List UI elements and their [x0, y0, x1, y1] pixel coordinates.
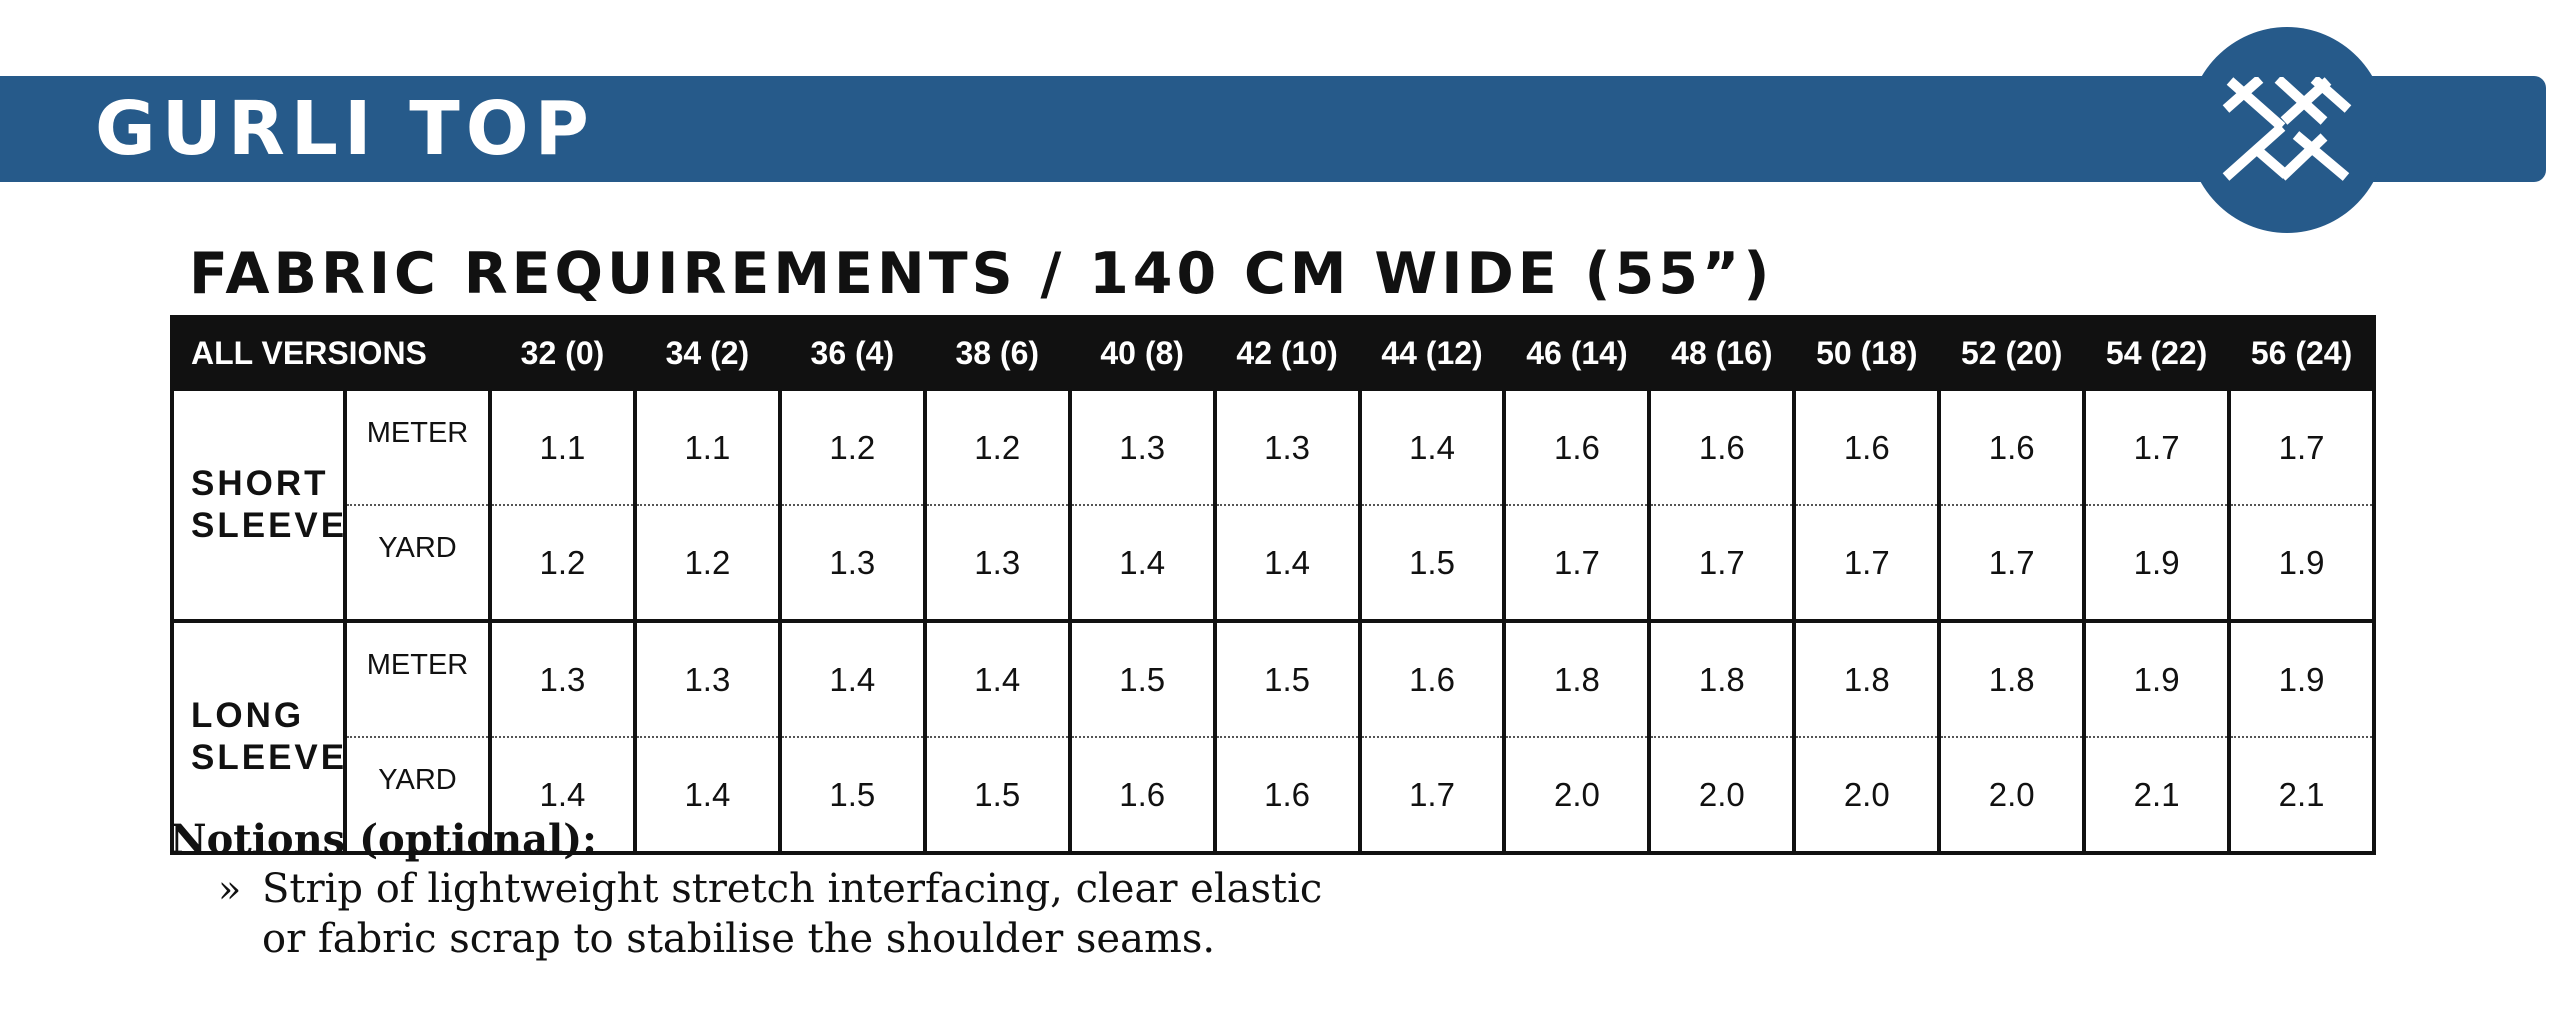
all-versions-header: ALL VERSIONS [169, 315, 493, 391]
table-cell: 1.8 [1647, 619, 1797, 738]
size-header: 34 (2) [632, 315, 782, 391]
table-cell: 1.6 [1502, 387, 1652, 506]
table-cell: 1.1 [632, 387, 782, 506]
crossed-stitches-logo-icon [2222, 77, 2352, 181]
table-cell: 1.3 [922, 504, 1072, 623]
table-cell: 1.4 [1067, 504, 1217, 623]
notions-list: » Strip of lightweight stretch interfaci… [170, 864, 1522, 964]
table-cell: 1.6 [1212, 736, 1362, 855]
table-cell: 1.5 [1067, 619, 1217, 738]
table-cell: 1.6 [1357, 619, 1507, 738]
table-cell: 1.5 [922, 736, 1072, 855]
table-cell: 2.1 [2082, 736, 2232, 855]
size-header: 46 (14) [1502, 315, 1652, 391]
table-cell: 1.7 [2082, 387, 2232, 506]
table-cell: 1.4 [1212, 504, 1362, 623]
unit-label: YARD [342, 504, 493, 623]
size-header: 40 (8) [1067, 315, 1217, 391]
table-cell: 2.1 [2227, 736, 2376, 855]
table-cell: 1.5 [1212, 619, 1362, 738]
list-item: » Strip of lightweight stretch interfaci… [170, 864, 1522, 964]
size-header: 32 (0) [488, 315, 637, 391]
unit-label: METER [342, 387, 493, 506]
fabric-requirements-heading: FABRIC REQUIREMENTS / 140 CM WIDE (55”) [189, 241, 1774, 307]
long-sleeve-label: LONG SLEEVE [170, 619, 348, 855]
table-cell: 1.4 [488, 736, 637, 855]
table-cell: 1.6 [1792, 387, 1942, 506]
table-cell: 1.3 [777, 504, 927, 623]
table-cell: 1.9 [2082, 619, 2232, 738]
table-cell: 1.1 [488, 387, 637, 506]
table-row: YARD 1.4 1.4 1.5 1.5 1.6 1.6 1.7 2.0 2.0… [172, 736, 2376, 855]
table-cell: 1.6 [1067, 736, 1217, 855]
notion-text-line: Strip of lightweight stretch interfacing… [262, 866, 1323, 912]
table-cell: 1.5 [777, 736, 927, 855]
table-cell: 2.0 [1647, 736, 1797, 855]
size-header: 42 (10) [1212, 315, 1362, 391]
group-label-line: SHORT [191, 464, 329, 503]
table-cell: 1.2 [632, 504, 782, 623]
unit-label: METER [342, 619, 493, 738]
table-cell: 1.4 [1357, 387, 1507, 506]
table-cell: 1.9 [2082, 504, 2232, 623]
size-header: 54 (22) [2082, 315, 2232, 391]
table-cell: 1.6 [1937, 387, 2087, 506]
table-cell: 1.3 [1067, 387, 1217, 506]
page-title: GURLI TOP [95, 86, 595, 172]
table-cell: 2.0 [1502, 736, 1652, 855]
table-row: SHORT SLEEVE METER 1.1 1.1 1.2 1.2 1.3 1… [170, 387, 2376, 623]
table-cell: 1.6 [1647, 387, 1797, 506]
table-cell: 1.8 [1937, 619, 2087, 738]
table-cell: 1.7 [1357, 736, 1507, 855]
size-header: 50 (18) [1792, 315, 1942, 391]
notions-title: Notions (optional): [170, 816, 597, 863]
table-cell: 1.8 [1502, 619, 1652, 738]
table-header-row: ALL VERSIONS 32 (0) 34 (2) 36 (4) 38 (6)… [169, 315, 2376, 391]
table-cell: 1.7 [2227, 387, 2376, 506]
table-cell: 1.2 [777, 387, 927, 506]
table-cell: 1.3 [632, 619, 782, 738]
table-cell: 1.7 [1792, 504, 1942, 623]
table-cell: 2.0 [1937, 736, 2087, 855]
table-cell: 1.5 [1357, 504, 1507, 623]
size-header: 44 (12) [1357, 315, 1507, 391]
brand-logo [2187, 27, 2387, 233]
size-header: 36 (4) [777, 315, 927, 391]
table-row: LONG SLEEVE METER 1.3 1.3 1.4 1.4 1.5 1.… [170, 619, 2376, 855]
table-cell: 1.9 [2227, 619, 2376, 738]
size-header: 52 (20) [1937, 315, 2087, 391]
size-header: 56 (24) [2227, 315, 2376, 391]
unit-label: YARD [342, 736, 493, 855]
table-cell: 1.4 [632, 736, 782, 855]
group-label-line: SLEEVE [191, 506, 348, 545]
table-cell: 1.2 [922, 387, 1072, 506]
table-cell: 1.8 [1792, 619, 1942, 738]
group-label-line: SLEEVE [191, 738, 348, 777]
bullet-icon: » [218, 867, 242, 911]
notion-text-line: or fabric scrap to stabilise the shoulde… [262, 916, 1216, 962]
table-cell: 1.9 [2227, 504, 2376, 623]
table-cell: 1.2 [488, 504, 637, 623]
table-cell: 2.0 [1792, 736, 1942, 855]
table-cell: 1.4 [922, 619, 1072, 738]
table-row: YARD 1.2 1.2 1.3 1.3 1.4 1.4 1.5 1.7 1.7… [172, 504, 2376, 623]
table-cell: 1.7 [1647, 504, 1797, 623]
table-cell: 1.7 [1937, 504, 2087, 623]
table-cell: 1.4 [777, 619, 927, 738]
size-header: 48 (16) [1647, 315, 1797, 391]
table-cell: 1.3 [488, 619, 637, 738]
group-label-line: LONG [191, 696, 305, 735]
short-sleeve-label: SHORT SLEEVE [170, 387, 348, 623]
fabric-requirements-table: ALL VERSIONS 32 (0) 34 (2) 36 (4) 38 (6)… [169, 315, 2376, 855]
table-cell: 1.7 [1502, 504, 1652, 623]
size-header: 38 (6) [922, 315, 1072, 391]
title-banner [0, 76, 2546, 182]
table-cell: 1.3 [1212, 387, 1362, 506]
